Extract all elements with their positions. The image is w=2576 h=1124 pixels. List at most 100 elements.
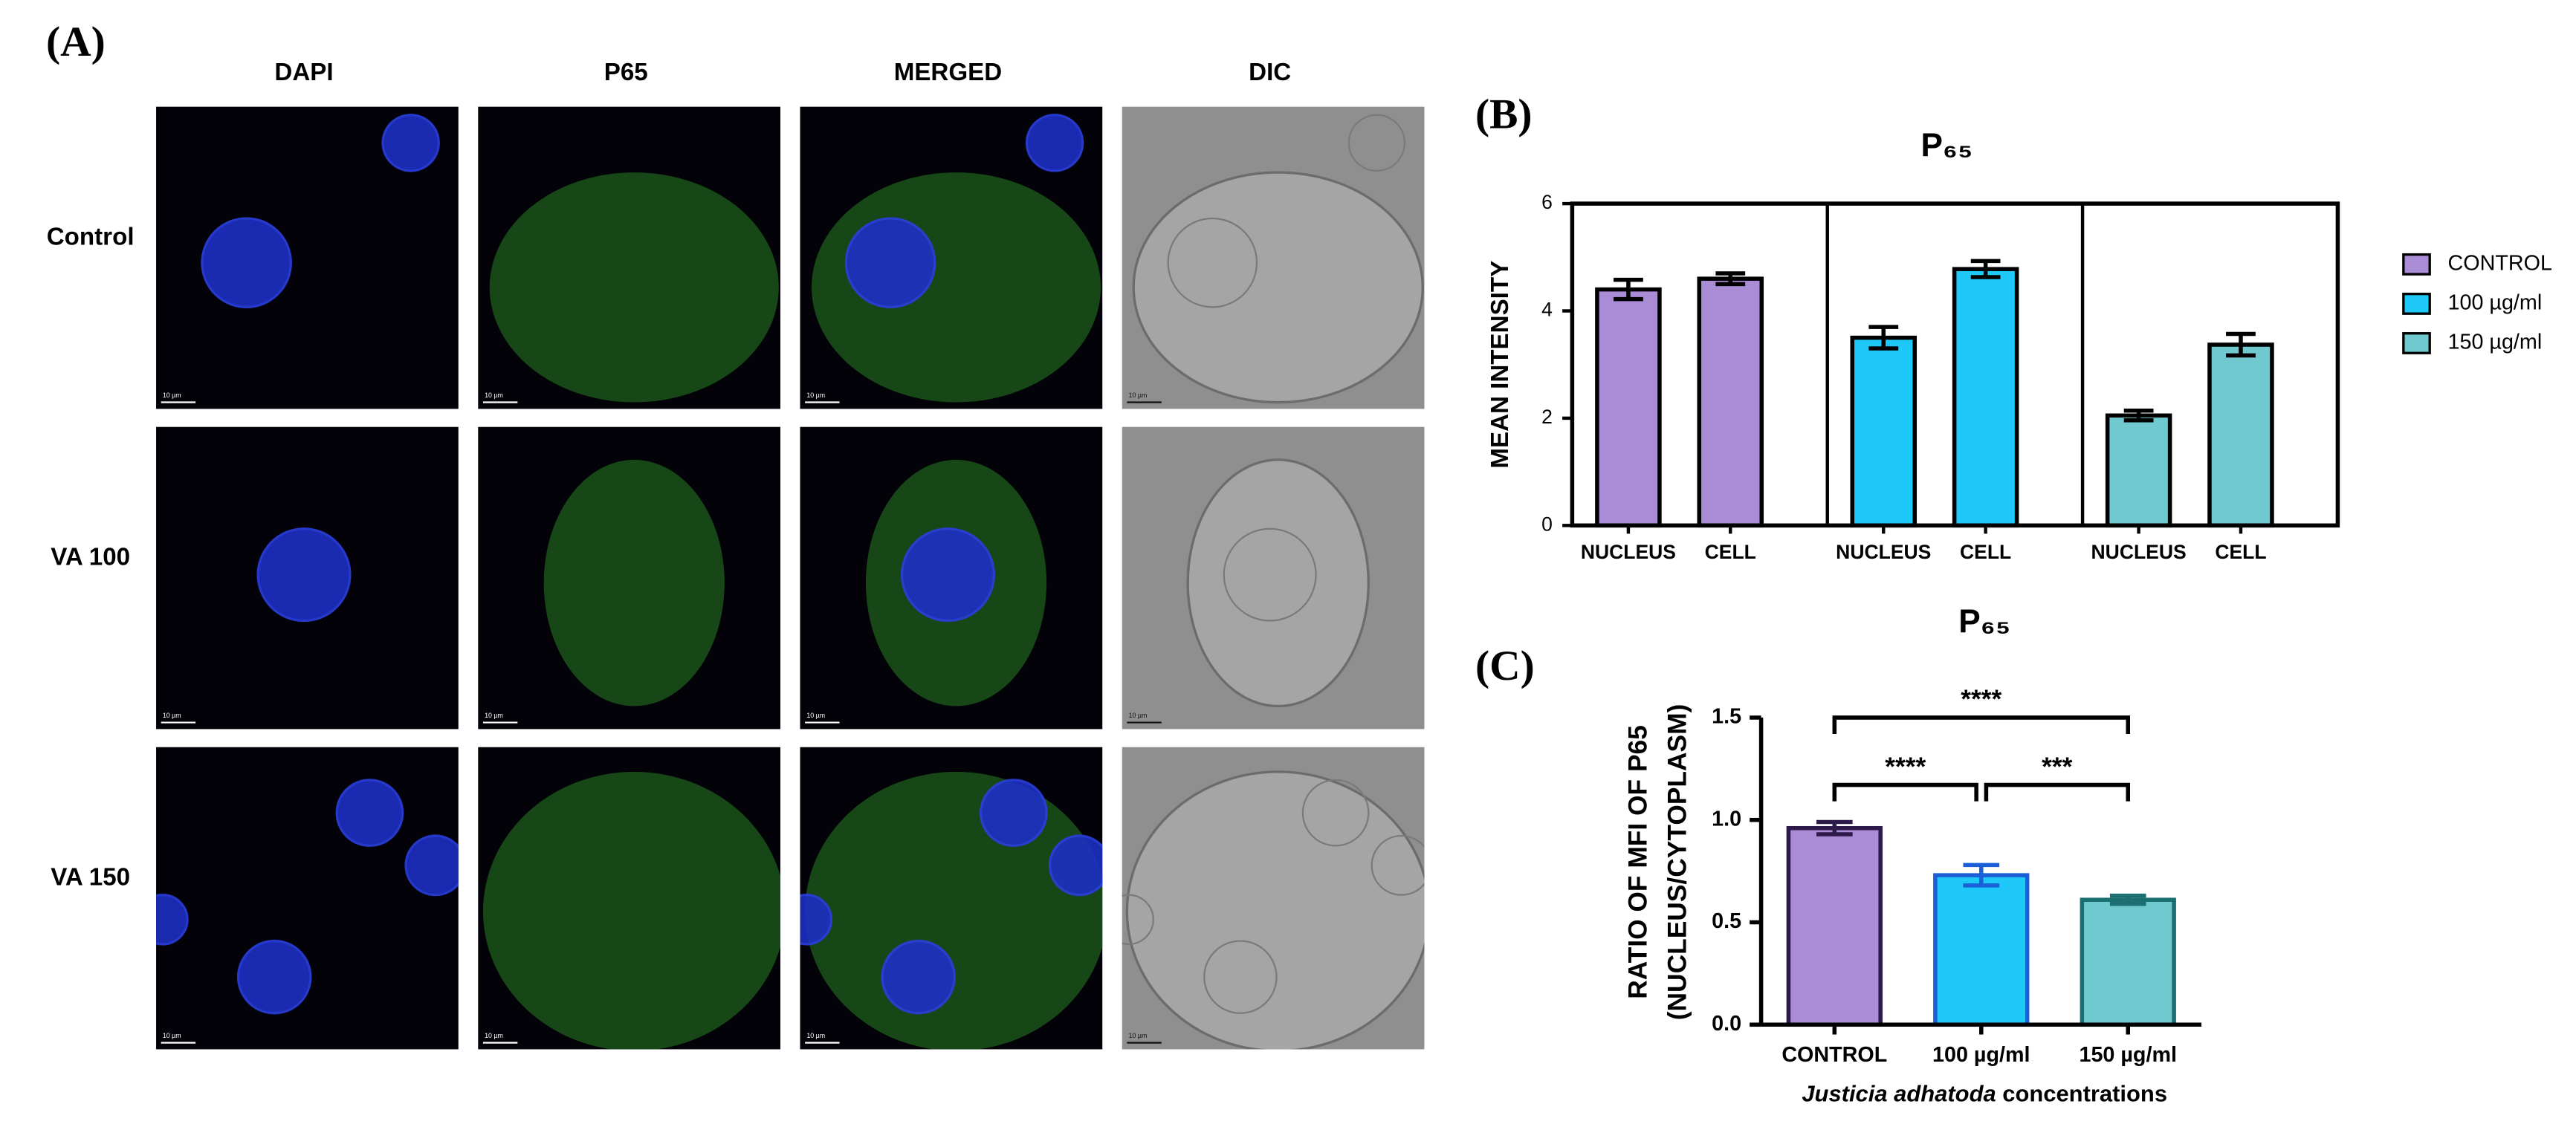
micrograph: 10 µm [156,747,459,1050]
y-tick-label: 0.0 [1712,1012,1741,1036]
column-header: DIC [1249,59,1291,86]
x-axis-title: Justicia adhatoda concentrations [1802,1080,2167,1106]
legend-label: 150 µg/ml [2448,331,2543,354]
bar [1850,335,1918,528]
nucleus-outline [1223,527,1317,622]
micrograph: 10 µm [800,747,1103,1050]
x-tick-label: CELL [1705,541,1756,563]
cell-outline [1125,770,1425,1050]
nucleus-outline [1167,217,1258,308]
scale-bar-label: 10 µm [1129,712,1148,719]
image-content [543,459,725,706]
significance-label: **** [1885,753,1926,782]
image-content [865,459,1047,706]
x-tick-label: NUCLEUS [1581,541,1676,563]
image-content [489,172,779,403]
scale-bar-label: 10 µm [485,712,503,719]
micrograph: 10 µm [156,426,459,730]
nucleus [256,527,352,623]
y-tick-label: 1.0 [1712,807,1741,831]
scale-bar-label: 10 µm [163,392,181,399]
row-label: VA 150 [51,863,130,891]
bar [2105,413,2172,528]
plot-frame [1570,201,2340,528]
scale-bar-label: 10 µm [806,1032,825,1039]
scale-bar-label: 10 µm [163,1032,181,1039]
image-content [201,114,440,308]
nucleus [201,217,292,308]
panel-label: (C) [1475,643,1535,689]
scale-bar-label: 10 µm [1129,1032,1148,1039]
row-label: Control [47,223,135,250]
image-content [482,771,780,1050]
bar [1697,276,1764,528]
legend-label: 100 µg/ml [2448,291,2543,315]
nucleus [900,527,996,623]
image-bg [156,747,459,1050]
image-content [800,771,1103,1050]
bar [2080,897,2176,1027]
image-content [256,527,352,623]
image-content [156,779,459,1015]
legend-swatch [2402,253,2431,276]
micrograph: 10 µm [478,747,780,1050]
scale-bar-label: 10 µm [806,712,825,719]
y-tick-label: 6 [1541,191,1553,213]
micrograph: 10 µm [156,106,459,409]
nucleus-outline [1301,779,1370,847]
cytoplasm [482,771,780,1050]
nucleus-outline [1347,114,1406,172]
nucleus-outline [1122,894,1154,946]
micrograph: 10 µm [1122,426,1425,730]
nucleus-outline [1370,834,1425,896]
nucleus [1025,114,1084,172]
micrograph: 10 µm [1122,747,1425,1050]
panel-label: (A) [46,19,106,65]
column-header: P65 [604,59,648,86]
nucleus [335,779,404,847]
cell-outline [1132,171,1424,404]
cell-outline [1186,458,1370,708]
bar [1595,287,1662,528]
x-tick-label: 150 µg/ml [2079,1043,2176,1067]
scale-bar-label: 10 µm [163,712,181,719]
y-tick-label: 0.5 [1712,909,1741,933]
bar [2207,342,2274,528]
legend-swatch [2402,292,2431,315]
significance-label: *** [2042,753,2073,782]
scale-bar-label: 10 µm [806,392,825,399]
x-axis-title-part: concentrations [1996,1080,2167,1106]
significance-bracket [1832,715,2130,735]
x-tick-label: CELL [1960,541,2011,563]
significance-label: **** [1961,685,2001,714]
chart-title: P₆₅ [1920,128,1973,164]
y-axis-title: RATIO OF MFI OF P65 [1623,725,1652,999]
micrograph: 10 µm [478,426,780,730]
nucleus [1048,834,1103,897]
nucleus [881,939,956,1015]
nucleus [844,217,936,308]
x-tick-label: NUCLEUS [1836,541,1931,563]
nucleus [800,894,833,946]
nucleus-outline [1203,940,1278,1014]
image-content [811,114,1101,403]
cytoplasm [489,172,779,403]
chart-title: P₆₅ [1958,604,2010,640]
scale-bar-label: 10 µm [485,1032,503,1039]
micrograph: 10 µm [478,106,780,409]
nucleus [404,834,459,897]
panel-label: (B) [1475,91,1533,137]
nucleus [156,894,189,946]
cytoplasm [805,771,1103,1050]
image-content [1132,114,1424,404]
y-tick-label: 1.5 [1712,705,1741,729]
nucleus [381,114,440,172]
row-label: VA 100 [51,543,130,571]
y-tick-label: 2 [1541,406,1553,428]
micrograph: 10 µm [1122,106,1425,409]
x-tick-label: CONTROL [1781,1043,1887,1067]
x-tick-label: NUCLEUS [2091,541,2187,563]
scale-bar-label: 10 µm [485,392,503,399]
x-tick-label: 100 µg/ml [1932,1043,2030,1067]
